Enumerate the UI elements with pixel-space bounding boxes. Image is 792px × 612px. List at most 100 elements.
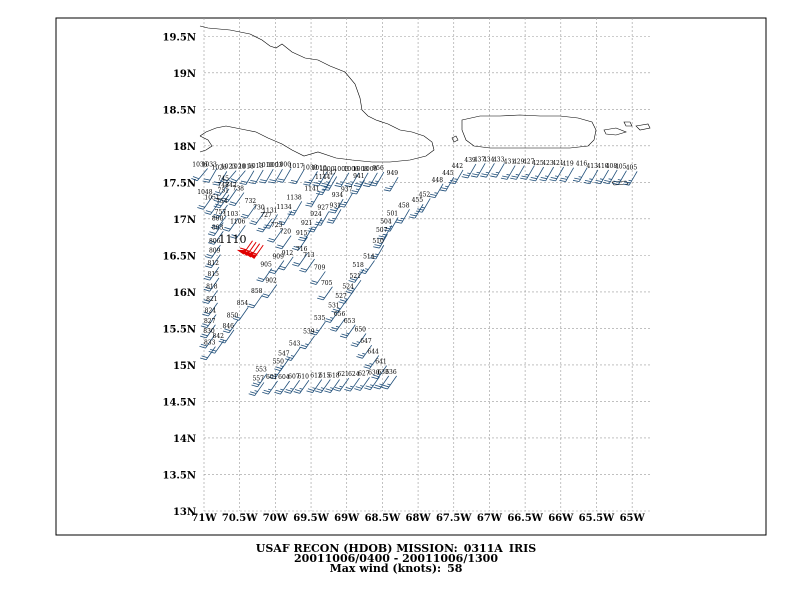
wind-barb <box>373 375 390 390</box>
wind-barb <box>249 211 265 226</box>
barb-staff <box>315 271 326 285</box>
barb-full-feather <box>330 209 337 212</box>
obs-time-label: 905 <box>260 262 272 269</box>
barb-full-feather <box>294 389 302 392</box>
barb-half-feather <box>400 217 405 220</box>
barb-full-feather <box>572 179 580 182</box>
hispaniola-bay <box>199 135 213 153</box>
wind-barb <box>359 260 375 274</box>
barb-full-feather <box>230 236 237 239</box>
wind-barb <box>322 176 338 191</box>
caption-mission: 0311A <box>463 542 503 555</box>
barb-full-feather <box>250 220 258 223</box>
obs-time-label: 713 <box>303 252 315 259</box>
barb-staff <box>339 377 350 392</box>
barb-staff <box>628 171 638 186</box>
barb-staff <box>213 222 224 236</box>
caption-max-wind-label: Max wind (knots): <box>329 562 442 575</box>
barb-full-feather <box>333 388 340 392</box>
wind-barb <box>199 334 216 349</box>
caption-title: USAF RECON (HDOB) MISSION: <box>255 542 458 555</box>
barb-staff <box>526 165 535 180</box>
obs-time-label: 442 <box>452 163 464 170</box>
wind-barb <box>298 226 313 242</box>
barb-staff <box>196 168 208 181</box>
y-tick-label: 17N <box>173 215 196 226</box>
wind-barb <box>240 204 257 219</box>
wind-barb <box>203 277 220 292</box>
wind-barb <box>324 379 340 394</box>
wind-barb <box>461 163 477 179</box>
barb-half-feather <box>445 185 449 188</box>
barb-staff <box>219 188 230 203</box>
barb-staff <box>335 317 346 332</box>
barb-full-feather <box>306 390 313 394</box>
barb-staff <box>467 163 477 179</box>
barb-full-feather <box>559 179 566 182</box>
barb-full-feather <box>203 277 210 281</box>
obs-time-label: 647 <box>360 338 372 345</box>
barb-full-feather <box>293 262 300 265</box>
figure-frame <box>55 17 767 536</box>
obs-time-label: 445 <box>442 170 454 177</box>
barb-full-feather <box>325 318 332 321</box>
barb-staff <box>218 171 228 186</box>
barb-full-feather <box>345 182 353 185</box>
obs-time-label: 709 <box>314 264 326 271</box>
barb-full-feather <box>311 330 318 334</box>
barb-full-feather <box>250 391 257 394</box>
y-tick-label: 13N <box>173 507 196 518</box>
barb-staff <box>218 204 228 219</box>
wind-barb <box>263 214 278 229</box>
obs-time-label: 425 <box>532 160 544 167</box>
barb-half-feather <box>375 180 379 183</box>
obs-time-label: 624 <box>348 371 360 378</box>
barb-full-feather <box>248 303 255 307</box>
barb-full-feather <box>287 213 294 216</box>
obs-time-label: 458 <box>398 202 410 209</box>
barb-full-feather <box>277 223 284 226</box>
obs-time-label: 408 <box>606 163 618 170</box>
barb-staff <box>274 260 285 274</box>
barb-half-feather <box>382 233 387 236</box>
barb-full-feather <box>191 178 198 182</box>
barb-half-feather <box>321 189 325 191</box>
wind-barb <box>583 169 599 185</box>
barb-full-feather <box>314 390 322 394</box>
barb-full-feather <box>268 237 275 241</box>
wind-barb <box>299 335 315 350</box>
wind-barb <box>324 309 340 323</box>
barb-full-feather <box>215 197 222 201</box>
barb-staff <box>375 244 385 260</box>
barb-full-feather <box>348 280 355 283</box>
obs-time-label: 427 <box>523 159 535 166</box>
obs-time-label: 757 <box>215 209 227 216</box>
obs-time-label: 539 <box>303 329 315 336</box>
obs-time-label: 618 <box>328 373 340 380</box>
obs-time-label: 803 <box>212 224 224 231</box>
wind-barb <box>381 375 397 390</box>
obs-time-label: 607 <box>288 373 300 380</box>
barb-staff <box>246 204 257 219</box>
barb-staff <box>320 379 331 393</box>
mona-island <box>451 135 459 143</box>
barb-half-feather <box>335 325 340 328</box>
obs-time-label: 1134 <box>276 204 291 211</box>
barb-full-feather <box>263 226 270 229</box>
barb-staff <box>282 168 292 183</box>
wind-barb <box>520 165 535 180</box>
obs-time-label: 510 <box>372 238 384 245</box>
barb-half-feather <box>414 212 418 215</box>
barb-full-feather <box>263 389 270 393</box>
barb-full-feather <box>307 230 314 233</box>
barb-full-feather <box>309 332 317 336</box>
wind-barb <box>309 321 326 336</box>
barb-half-feather <box>525 174 529 176</box>
x-tick-label: 68.5W <box>365 513 401 524</box>
barb-staff <box>387 375 397 390</box>
barb-full-feather <box>320 185 327 188</box>
barb-full-feather <box>228 203 235 207</box>
barb-full-feather <box>355 182 362 185</box>
barb-staff <box>322 286 333 301</box>
barb-full-feather <box>261 295 268 299</box>
